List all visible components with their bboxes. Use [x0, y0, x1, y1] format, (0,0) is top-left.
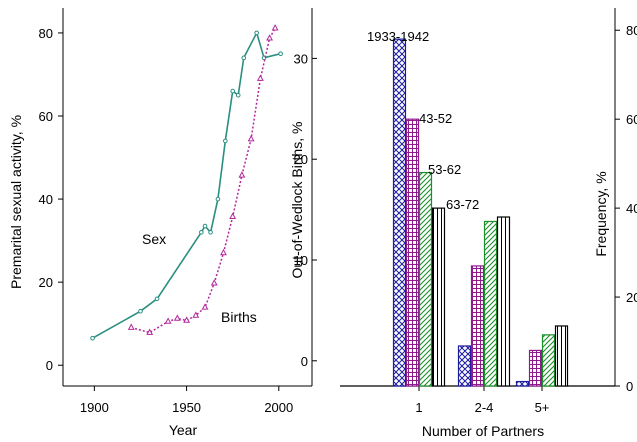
bar: [470, 265, 485, 387]
births-data-point: [238, 171, 246, 178]
legend-label-63-72: 63-72: [446, 197, 479, 212]
sex-data-point: [199, 230, 204, 235]
left-y-tick-label: 0: [46, 358, 53, 373]
x-tick-label: 1900: [80, 400, 109, 415]
legend-label-1933-1942: 1933-1942: [367, 29, 429, 44]
sex-data-point: [254, 30, 259, 36]
births-data-point: [210, 279, 218, 286]
left-y-tick-label: 60: [39, 109, 53, 124]
sex-series-label: Sex: [142, 231, 166, 247]
bar: [431, 207, 446, 387]
left-y-axis-title: Premarital sexual activity, %: [8, 115, 24, 289]
bar-y-tick-label: 80: [626, 23, 637, 38]
bar-x-tick-label: 5+: [535, 400, 550, 415]
bar: [483, 220, 498, 387]
right-y-tick-label: 30: [294, 51, 308, 66]
sex-data-point: [208, 230, 213, 235]
sex-data-point: [235, 92, 241, 98]
sex-data-point: [215, 196, 221, 202]
births-data-point: [192, 311, 200, 318]
bar-x-tick-label: 2-4: [475, 400, 494, 415]
left-tick-labels: 0 20 40 60 80 0 10 20 30 1900 1950 2000: [39, 26, 308, 415]
bar: [457, 345, 472, 387]
bar: [418, 171, 433, 387]
sex-data-point: [223, 138, 228, 144]
x-tick-label: 1950: [172, 400, 201, 415]
bar-y-tick-label: 20: [626, 290, 637, 305]
births-data-point: [164, 317, 172, 324]
right-y-axis-title: Out-of-Wedlock Births, %: [289, 122, 305, 279]
right-chart-panel: 0 20 40 60 80 1 2-4 5+ Number of Partners Frequ…: [340, 8, 637, 439]
births-data-point: [183, 316, 191, 323]
births-data-point: [247, 134, 255, 142]
births-data-point: [127, 323, 135, 330]
bar-y-tick-label: 60: [626, 112, 637, 127]
bar-tick-labels: 0 20 40 60 80 1 2-4 5+: [415, 23, 637, 415]
bar-group: [392, 38, 569, 387]
x-tick-label: 2000: [264, 400, 293, 415]
bar: [541, 334, 556, 387]
sex-data-point: [154, 296, 160, 302]
births-series-line: [131, 27, 276, 334]
bar-y-tick-label: 40: [626, 201, 637, 216]
bar-x-axis-title: Number of Partners: [422, 423, 544, 439]
sex-data-point: [230, 88, 235, 94]
births-data-point: [229, 212, 237, 219]
bar: [554, 325, 569, 387]
births-data-point: [271, 24, 279, 31]
sex-data-point: [241, 55, 247, 61]
left-x-axis-title: Year: [169, 422, 198, 438]
left-y-tick-label: 40: [39, 192, 53, 207]
bar-y-tick-label: 0: [626, 379, 633, 394]
births-data-point: [256, 74, 264, 81]
left-y-tick-label: 80: [39, 26, 53, 41]
bar-x-tick-label: 1: [415, 400, 422, 415]
left-series-group: [90, 24, 283, 341]
births-data-point: [173, 314, 181, 321]
right-y-tick-label: 0: [301, 354, 308, 369]
bar: [405, 118, 420, 387]
right-y-tick-label: 20: [294, 152, 308, 167]
bar: [515, 380, 530, 387]
left-chart-panel: 0 20 40 60 80 0 10 20 30 1900 1950 2000 Year Premar…: [8, 8, 317, 438]
sex-data-point: [90, 335, 95, 341]
legend-label-43-52: 43-52: [419, 111, 452, 126]
births-data-point: [201, 303, 209, 310]
sex-series-line: [92, 30, 281, 339]
births-data-point: [266, 34, 274, 41]
births-data-point: [220, 248, 227, 256]
legend-label-53-62: 53-62: [428, 162, 461, 177]
sex-data-point: [138, 308, 143, 314]
bar-y-axis-title: Frequency, %: [593, 171, 609, 256]
births-data-point: [146, 328, 154, 335]
bar: [392, 38, 407, 387]
sex-data-point: [202, 223, 208, 229]
right-y-tick-label: 10: [294, 253, 308, 268]
sex-data-point: [278, 51, 283, 56]
left-axes: [58, 8, 317, 391]
births-series-label: Births: [221, 309, 257, 325]
bar: [496, 216, 511, 387]
bar: [528, 349, 543, 387]
left-y-tick-label: 20: [39, 275, 53, 290]
